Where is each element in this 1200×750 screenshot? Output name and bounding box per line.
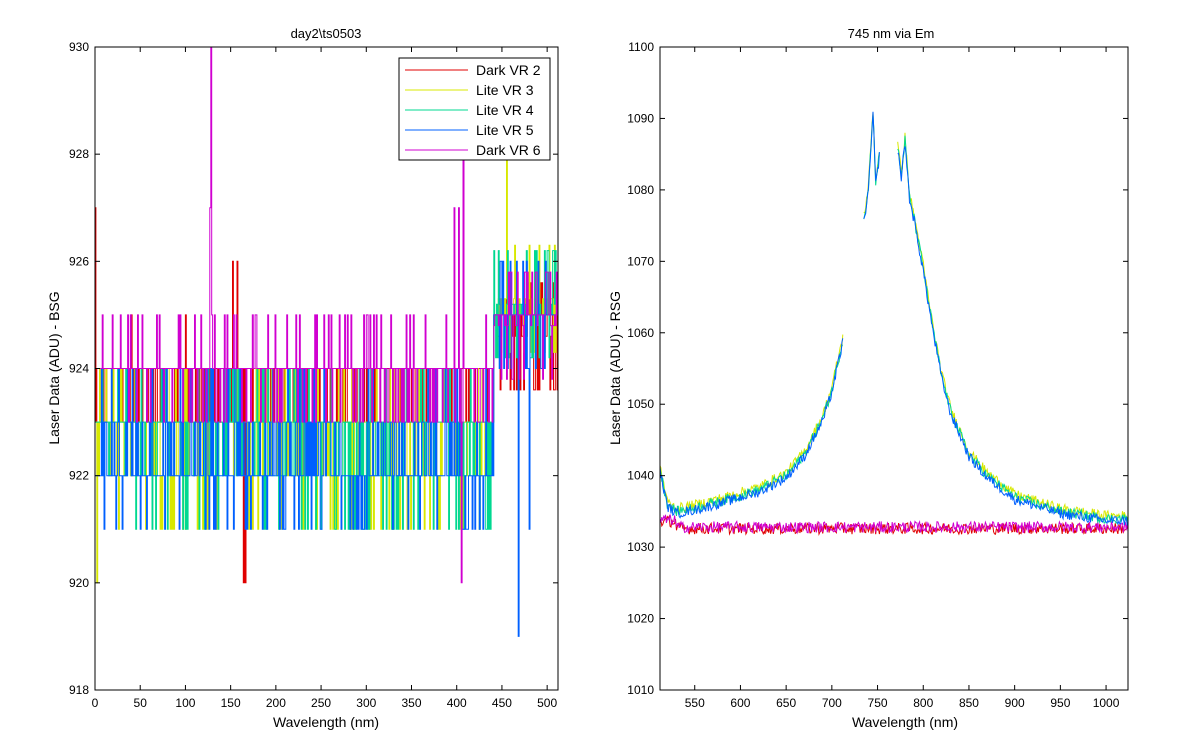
right-series-line bbox=[659, 338, 844, 519]
right-x-axis-label: Wavelength (nm) bbox=[852, 714, 958, 730]
right-x-tick-label: 650 bbox=[776, 696, 796, 710]
right-chart: 745 nm via Em 550 600 650 700 750 800 850 900 95… bbox=[607, 26, 1129, 730]
legend-entry: Lite VR 5 bbox=[476, 122, 534, 138]
left-ticks: 0 50 100 150 200 250 300 350 400 450 500 918 920 922 9… bbox=[69, 40, 558, 710]
left-plot-area bbox=[95, 47, 558, 637]
right-y-tick-label: 1060 bbox=[627, 326, 654, 340]
legend-entry: Dark VR 6 bbox=[476, 142, 541, 158]
legend: Dark VR 2 Lite VR 3 Lite VR 4 Lite VR 5 Dark… bbox=[398, 57, 551, 161]
left-x-tick-label: 400 bbox=[447, 696, 467, 710]
left-y-tick-label: 920 bbox=[69, 576, 89, 590]
left-x-tick-label: 300 bbox=[356, 696, 376, 710]
left-series-line bbox=[95, 47, 558, 584]
right-x-tick-label: 800 bbox=[913, 696, 933, 710]
right-y-tick-label: 1050 bbox=[627, 397, 654, 411]
left-x-tick-label: 250 bbox=[311, 696, 331, 710]
right-y-tick-label: 1020 bbox=[627, 612, 654, 626]
right-y-tick-label: 1030 bbox=[627, 540, 654, 554]
left-x-tick-label: 200 bbox=[266, 696, 286, 710]
left-x-tick-label: 0 bbox=[92, 696, 99, 710]
right-x-tick-label: 750 bbox=[868, 696, 888, 710]
left-x-tick-label: 350 bbox=[401, 696, 421, 710]
left-y-tick-label: 924 bbox=[69, 362, 89, 376]
right-y-axis-label: Laser Data (ADU) - RSG bbox=[607, 291, 623, 445]
right-x-tick-label: 850 bbox=[959, 696, 979, 710]
left-chart-title: day2\ts0503 bbox=[291, 26, 362, 41]
left-x-tick-label: 50 bbox=[134, 696, 148, 710]
legend-entry: Lite VR 3 bbox=[476, 82, 534, 98]
right-x-tick-label: 700 bbox=[822, 696, 842, 710]
right-x-tick-label: 1000 bbox=[1093, 696, 1120, 710]
left-y-tick-label: 928 bbox=[69, 147, 89, 161]
legend-entry: Dark VR 2 bbox=[476, 62, 541, 78]
left-x-tick-label: 450 bbox=[492, 696, 512, 710]
right-y-tick-label: 1080 bbox=[627, 183, 654, 197]
right-y-tick-label: 1090 bbox=[627, 111, 654, 125]
left-x-tick-label: 100 bbox=[175, 696, 195, 710]
right-y-tick-label: 1070 bbox=[627, 254, 654, 268]
left-y-tick-label: 926 bbox=[69, 254, 89, 268]
right-x-tick-label: 900 bbox=[1005, 696, 1025, 710]
right-series-line bbox=[897, 135, 1129, 525]
right-series-line bbox=[863, 111, 880, 219]
left-x-tick-label: 500 bbox=[537, 696, 557, 710]
right-plot-area bbox=[659, 111, 1129, 537]
right-series-line bbox=[659, 334, 844, 514]
right-ticks: 550 600 650 700 750 800 850 900 950 1000 1010 1020 1… bbox=[627, 40, 1128, 710]
left-y-tick-label: 930 bbox=[69, 40, 89, 54]
left-y-tick-label: 918 bbox=[69, 683, 89, 697]
right-y-tick-label: 1100 bbox=[628, 40, 654, 54]
legend-entry: Lite VR 4 bbox=[476, 102, 534, 118]
left-x-axis-label: Wavelength (nm) bbox=[273, 714, 379, 730]
legend-box bbox=[398, 57, 551, 161]
right-y-tick-label: 1010 bbox=[627, 683, 654, 697]
left-chart: day2\ts0503 0 50 100 150 200 250 300 350 400 450 5… bbox=[46, 26, 559, 730]
left-x-tick-label: 150 bbox=[221, 696, 241, 710]
right-series-line bbox=[897, 146, 1129, 526]
left-series-line bbox=[95, 260, 558, 637]
right-y-tick-label: 1040 bbox=[627, 469, 654, 483]
right-series-line bbox=[659, 514, 1129, 535]
right-chart-title: 745 nm via Em bbox=[848, 26, 935, 41]
right-x-tick-label: 550 bbox=[685, 696, 705, 710]
left-y-axis-label: Laser Data (ADU) - BSG bbox=[46, 291, 62, 444]
left-y-tick-label: 922 bbox=[69, 469, 89, 483]
right-x-tick-label: 600 bbox=[730, 696, 750, 710]
right-x-tick-label: 950 bbox=[1050, 696, 1070, 710]
right-axes-box bbox=[659, 46, 1129, 691]
